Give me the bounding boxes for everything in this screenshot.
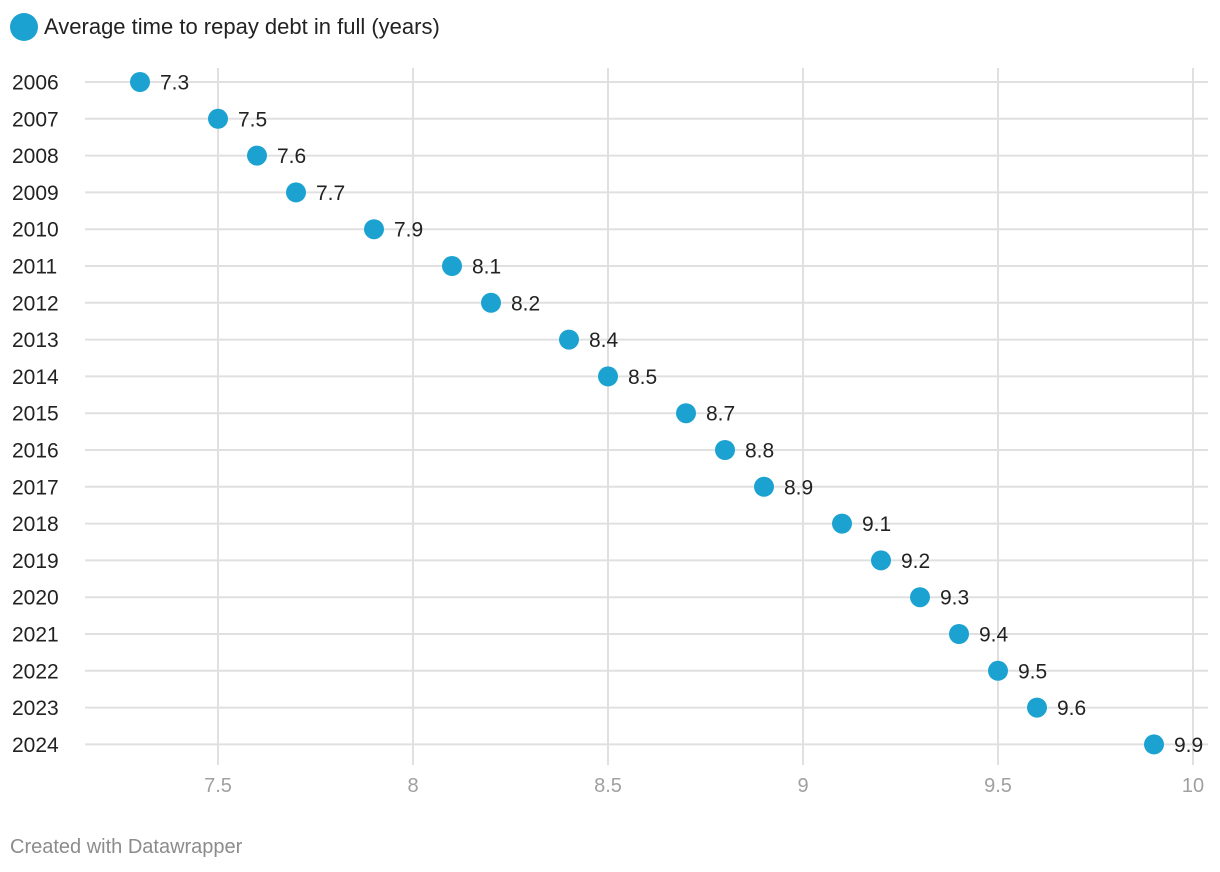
y-category-label: 2008 — [12, 145, 59, 168]
horizontal-gridlines — [85, 81, 1208, 746]
data-value-labels: 7.3 7.5 7.6 7.7 7.9 8.1 8.2 8.4 8.5 8.7 8.8 8.9 9.1 9… — [160, 72, 1203, 757]
y-category-label: 2006 — [12, 72, 59, 95]
x-tick-label: 8.5 — [594, 775, 622, 797]
chart-legend: Average time to repay debt in full (year… — [10, 12, 440, 42]
data-point — [208, 108, 228, 129]
y-category-label: 2024 — [12, 734, 59, 757]
value-label: 8.9 — [784, 476, 813, 499]
value-label: 9.9 — [1174, 734, 1203, 757]
data-point — [130, 72, 150, 92]
y-category-label: 2017 — [12, 476, 59, 499]
y-category-label: 2012 — [12, 292, 59, 315]
x-tick-label: 9.5 — [984, 775, 1012, 797]
y-category-label: 2011 — [12, 256, 57, 279]
data-point — [715, 440, 735, 460]
data-point — [247, 145, 267, 166]
value-label: 8.5 — [628, 366, 657, 389]
value-label: 8.4 — [589, 329, 619, 352]
y-category-label: 2018 — [12, 513, 59, 536]
y-category-label: 2023 — [12, 697, 59, 720]
footer-credit: Created with Datawrapper — [10, 836, 243, 858]
x-tick-label: 10 — [1182, 775, 1204, 797]
y-category-label: 2014 — [12, 366, 59, 389]
y-category-label: 2021 — [12, 624, 59, 647]
data-point — [832, 513, 852, 534]
data-point — [676, 403, 696, 424]
data-point — [988, 660, 1008, 681]
value-label: 9.2 — [901, 550, 930, 573]
y-category-label: 2020 — [12, 587, 59, 610]
data-point — [1027, 697, 1047, 718]
y-category-label: 2019 — [12, 550, 59, 573]
data-point — [1144, 734, 1164, 755]
value-label: 8.1 — [472, 256, 501, 279]
data-point — [754, 476, 774, 497]
dot-plot: 7.5 8 8.5 9 9.5 10 20062007200820092010201120… — [12, 68, 1208, 797]
y-axis-category-labels: 2006 2007 2008 2009 2010 2011 2012 2013 2014 2015… — [12, 72, 59, 757]
data-point — [598, 366, 618, 387]
value-label: 8.2 — [511, 292, 540, 315]
data-point — [481, 292, 501, 313]
data-point — [871, 550, 891, 571]
value-label: 9.3 — [940, 587, 969, 610]
value-label: 7.6 — [277, 145, 306, 168]
value-label: 7.3 — [160, 72, 189, 95]
data-point — [364, 219, 384, 240]
legend-label: Average time to repay debt in full (year… — [44, 14, 440, 39]
value-label: 9.1 — [862, 513, 891, 536]
data-point — [559, 329, 579, 350]
legend-marker — [10, 13, 38, 41]
value-label: 7.7 — [316, 182, 345, 205]
x-axis-tick-labels: 7.5 8 8.5 9 9.5 10 — [204, 775, 1204, 797]
y-category-label: 2010 — [12, 219, 59, 242]
x-tick-label: 7.5 — [204, 775, 232, 797]
vertical-gridlines — [217, 68, 1194, 765]
y-category-label: 2016 — [12, 440, 59, 463]
data-point — [286, 182, 306, 203]
data-point — [442, 256, 462, 276]
y-category-label: 2013 — [12, 329, 59, 352]
y-category-label: 2007 — [12, 108, 59, 131]
value-label: 9.5 — [1018, 660, 1047, 683]
y-category-label: 2022 — [12, 660, 59, 683]
data-points — [130, 72, 1164, 755]
value-label: 7.5 — [238, 108, 267, 131]
value-label: 8.7 — [706, 403, 735, 426]
data-point — [910, 587, 930, 608]
x-tick-label: 8 — [407, 775, 418, 797]
value-label: 9.4 — [979, 624, 1009, 647]
data-point — [949, 624, 969, 644]
x-tick-label: 9 — [797, 775, 808, 797]
value-label: 7.9 — [394, 219, 423, 242]
value-label: 9.6 — [1057, 697, 1086, 720]
y-category-label: 2015 — [12, 403, 59, 426]
y-category-label: 2009 — [12, 182, 59, 205]
value-label: 8.8 — [745, 440, 774, 463]
